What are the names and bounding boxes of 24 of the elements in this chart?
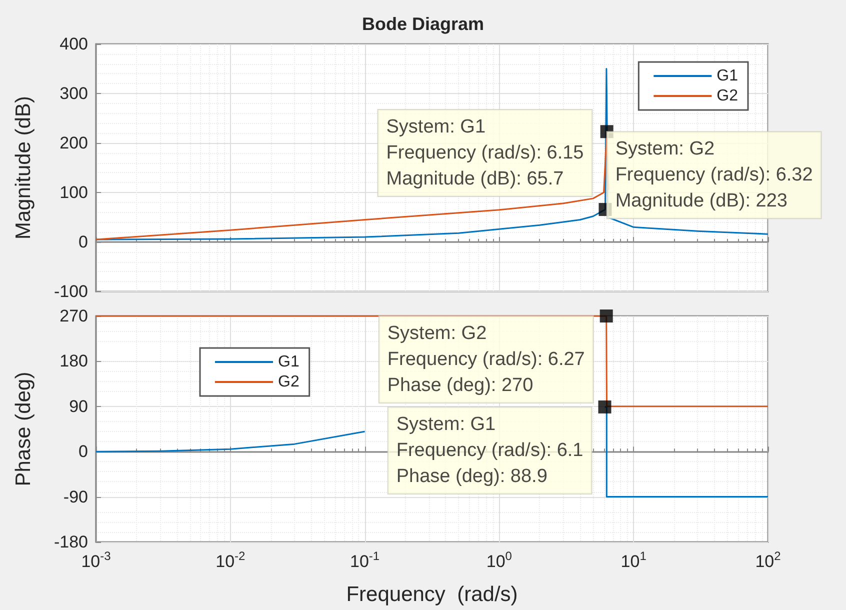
y-tick-label: 200 xyxy=(60,134,88,152)
y-tick-label: -180 xyxy=(54,532,88,552)
legend-label: G1 xyxy=(716,68,738,84)
annotation: System: G2 Frequency (rad/s): 6.27 Phase (deg): 270 xyxy=(387,323,585,396)
y-axis-title: Magnitude (dB) xyxy=(12,96,35,240)
annotation: System: G2 Frequency (rad/s): 6.32 Magnitude (dB): 223 xyxy=(615,138,813,212)
y-axis-title: Phase (deg) xyxy=(12,372,35,486)
y-tick-label: 0 xyxy=(78,442,88,462)
y-tick-label: 270 xyxy=(60,306,88,326)
y-tick-label: -90 xyxy=(63,487,88,506)
y-tick-label: 180 xyxy=(60,352,88,371)
y-tick-label: 300 xyxy=(60,84,88,103)
y-tick-label: 0 xyxy=(78,232,88,252)
legend-label: G2 xyxy=(278,374,300,390)
chart-title: Bode Diagram xyxy=(362,14,484,34)
annotation: System: G1 Frequency (rad/s): 6.15 Magnitude (dB): 65.7 xyxy=(386,116,584,190)
y-tick-label: -100 xyxy=(54,282,88,301)
x-axis-title: Frequency (rad/s) xyxy=(346,583,518,606)
y-tick-label: 90 xyxy=(69,396,88,416)
annotation: System: G1 Frequency (rad/s): 6.1 Phase (deg): 88.9 xyxy=(396,414,584,487)
y-tick-label: 100 xyxy=(60,183,88,202)
legend-label: G2 xyxy=(716,88,738,104)
y-tick-label: 400 xyxy=(60,34,88,54)
legend-label: G1 xyxy=(278,354,300,370)
